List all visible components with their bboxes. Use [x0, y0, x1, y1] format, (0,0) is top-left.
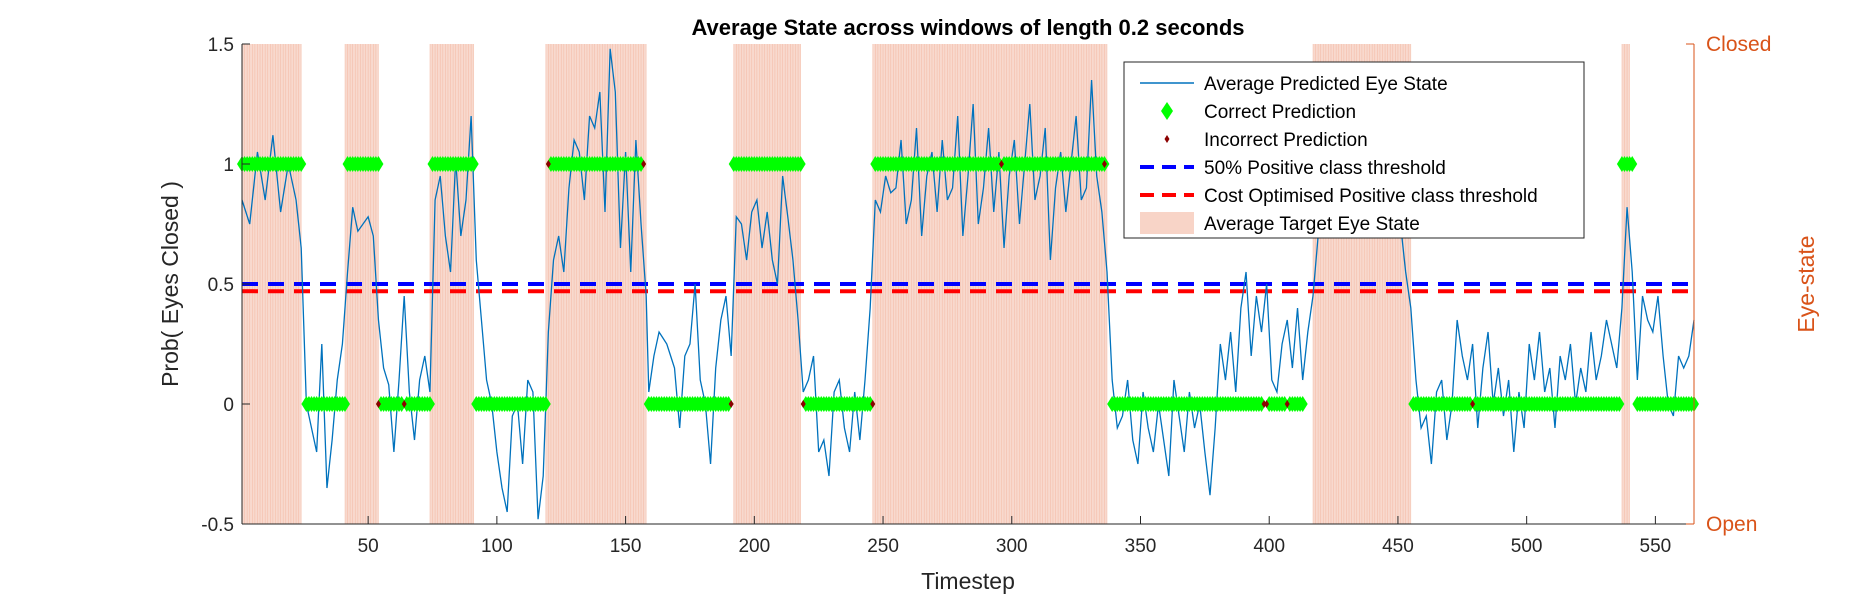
incorrect-marker: [1284, 400, 1290, 408]
incorrect-marker: [728, 400, 734, 408]
correct-marker: [1627, 156, 1638, 172]
y-tick-label: 1.5: [208, 35, 234, 56]
legend-entry-label: 50% Positive class threshold: [1204, 158, 1446, 179]
x-tick-label: 350: [1125, 536, 1157, 557]
correct-marker: [296, 156, 307, 172]
x-axis-label: Timestep: [921, 568, 1015, 594]
incorrect-prediction-markers: [375, 160, 1476, 408]
legend-items: Average Predicted Eye State Correct Predi…: [1140, 74, 1538, 235]
y-tick-label: 0.5: [208, 275, 234, 296]
x-tick-label: 200: [738, 536, 770, 557]
correct-marker: [1256, 396, 1267, 412]
incorrect-marker: [401, 400, 407, 408]
legend: Average Predicted Eye State Correct Predi…: [1123, 61, 1585, 239]
right-tick-label: Open: [1706, 513, 1757, 536]
x-ticks: 50 100 150 200 250 300 350 400 450 500 550: [358, 516, 1672, 557]
legend-swatch-correct: [1161, 102, 1173, 120]
threshold-lines: [242, 282, 1694, 294]
y-axis-label: Prob( Eyes Closed ): [157, 181, 183, 387]
legend-entry-label: Incorrect Prediction: [1204, 130, 1368, 151]
legend-entry-label: Average Predicted Eye State: [1204, 74, 1448, 95]
incorrect-marker: [641, 160, 647, 168]
correct-marker: [795, 156, 806, 172]
legend-entry-label: Cost Optimised Positive class threshold: [1204, 186, 1538, 207]
y-tick-label: 0: [223, 395, 234, 416]
incorrect-marker: [1101, 160, 1107, 168]
incorrect-marker: [800, 400, 806, 408]
x-tick-label: 300: [996, 536, 1028, 557]
correct-marker: [540, 396, 551, 412]
x-tick-label: 250: [867, 536, 899, 557]
correct-marker: [1465, 396, 1476, 412]
y-tick-label: 1: [223, 155, 234, 176]
y-tick-label: -0.5: [201, 515, 234, 536]
correct-marker: [424, 396, 435, 412]
correct-marker: [339, 396, 350, 412]
right-axis-label: Eye-state: [1793, 235, 1819, 332]
correct-marker: [1297, 396, 1308, 412]
x-tick-label: 450: [1382, 536, 1414, 557]
right-ticks: Open Closed: [1686, 33, 1771, 536]
correct-marker: [636, 156, 647, 172]
x-tick-label: 550: [1640, 536, 1672, 557]
correct-marker: [865, 396, 876, 412]
incorrect-marker: [1470, 400, 1476, 408]
incorrect-marker: [1264, 400, 1270, 408]
x-tick-label: 100: [481, 536, 513, 557]
correct-marker: [396, 396, 407, 412]
correct-marker: [993, 156, 1004, 172]
axes: 50 100 150 200 250 300 350 400 450 500 550 -0.5 0 0.…: [201, 33, 1771, 557]
y-ticks: -0.5 0 0.5 1 1.5: [201, 35, 250, 536]
legend-swatch-incorrect: [1164, 135, 1170, 143]
incorrect-marker: [375, 400, 381, 408]
correct-marker: [373, 156, 384, 172]
legend-entry-label: Average Target Eye State: [1204, 214, 1420, 235]
right-tick-label: Closed: [1706, 33, 1771, 56]
target-band-5: [872, 44, 1108, 524]
incorrect-marker: [998, 160, 1004, 168]
x-tick-label: 50: [358, 536, 379, 557]
incorrect-marker: [545, 160, 551, 168]
correct-marker: [468, 156, 479, 172]
correct-marker: [1614, 396, 1625, 412]
x-tick-label: 500: [1511, 536, 1543, 557]
x-tick-label: 150: [610, 536, 642, 557]
incorrect-marker: [870, 400, 876, 408]
legend-entry-label: Correct Prediction: [1204, 102, 1356, 123]
legend-box: [1123, 61, 1585, 239]
x-tick-label: 400: [1253, 536, 1285, 557]
incorrect-marker: [1261, 400, 1267, 408]
correct-prediction-markers: [237, 156, 1699, 412]
legend-swatch-band: [1140, 212, 1194, 234]
correct-marker: [1279, 396, 1290, 412]
correct-marker: [723, 396, 734, 412]
chart-title: Average State across windows of length 0…: [691, 15, 1244, 40]
